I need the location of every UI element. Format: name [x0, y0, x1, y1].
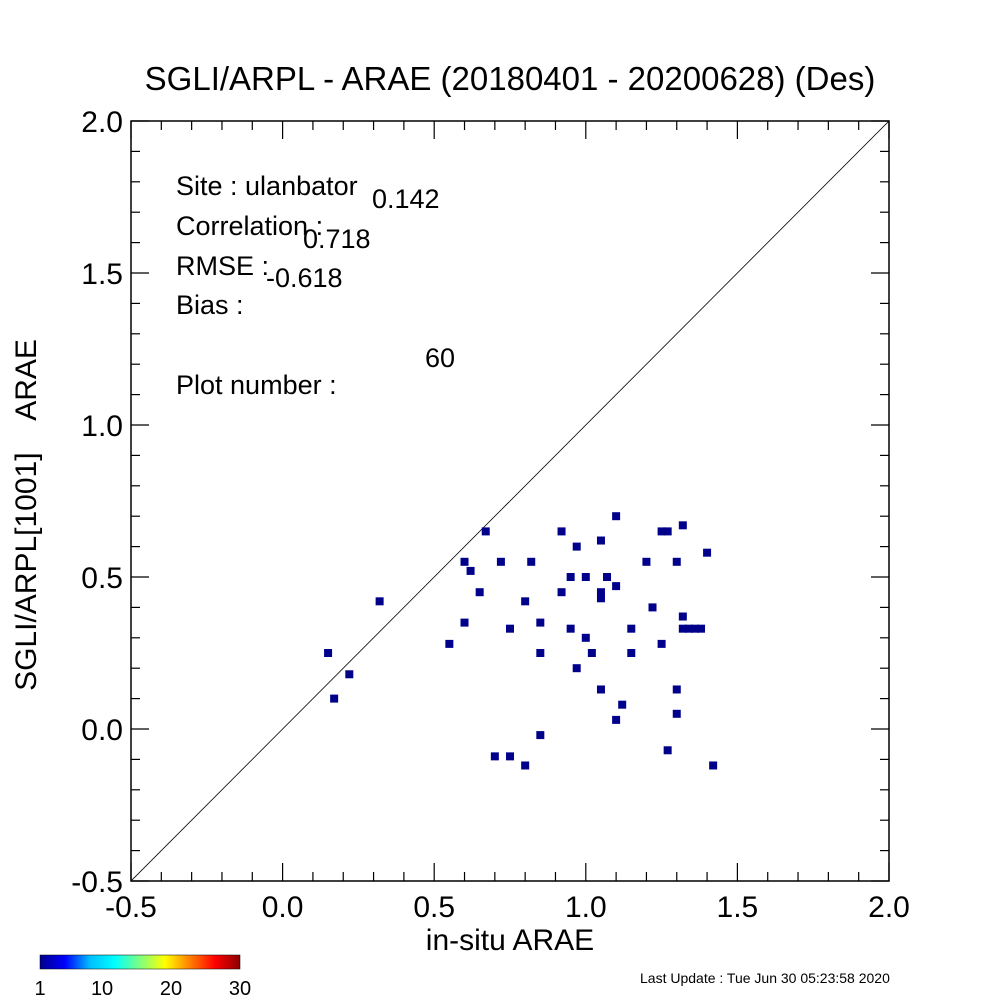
data-point [627, 649, 636, 657]
plot-frame [130, 120, 890, 882]
data-point [521, 761, 530, 770]
colorbar-tick-label: 20 [160, 978, 182, 1000]
data-point [678, 612, 687, 621]
bias-label: Bias : [176, 290, 244, 320]
data-point [466, 566, 475, 575]
colorbar-tick-labels: 1 10 20 30 [34, 978, 251, 1000]
data-point [627, 624, 636, 633]
data-point [703, 548, 712, 557]
one-to-one-line [131, 121, 889, 881]
data-point [642, 557, 651, 566]
data-point [612, 512, 621, 521]
data-points [324, 512, 718, 770]
y-axis-label: SGLI/ARPL[1001] ARAE [10, 339, 43, 691]
y-tick-label: 1.0 [81, 410, 123, 443]
colorbar [39, 954, 241, 970]
data-point [572, 542, 581, 551]
data-point [481, 527, 490, 536]
data-point [460, 557, 469, 566]
data-point [581, 573, 590, 581]
data-point [527, 557, 536, 566]
data-point [536, 618, 545, 627]
data-point [445, 639, 454, 648]
site-annotation: Site : ulanbator [161, 146, 358, 200]
rmse-annotation: RMSE : 0.718 [161, 226, 371, 307]
x-tick-label: 0.5 [413, 891, 455, 924]
x-tick-label: 1.5 [717, 891, 759, 924]
data-point [521, 597, 530, 606]
data-point [672, 557, 681, 566]
correlation-value: 0.142 [372, 184, 440, 214]
data-point [678, 521, 687, 530]
data-point [490, 752, 499, 761]
x-tick-label: 1.0 [565, 891, 607, 924]
colorbar-tick-label: 10 [91, 978, 113, 1000]
y-tick-label: -0.5 [71, 866, 123, 899]
correlation-label: Correlation : [176, 211, 324, 241]
data-point [587, 649, 596, 657]
plot-number-label: Plot number : [176, 370, 337, 400]
last-update-text: Last Update : Tue Jun 30 05:23:58 2020 [640, 970, 890, 986]
rmse-value: 0.718 [303, 224, 371, 254]
bias-annotation: Bias : -0.618 [161, 265, 343, 346]
data-point [663, 527, 672, 536]
data-point [663, 746, 672, 755]
data-point [657, 639, 666, 648]
data-point [596, 685, 605, 694]
data-point [678, 624, 687, 633]
data-point [557, 588, 566, 597]
site-label: Site : ulanbator [176, 171, 358, 201]
y-tick-label: 2.0 [81, 106, 123, 139]
data-point [566, 573, 575, 581]
bias-value: -0.618 [266, 263, 343, 293]
data-point [657, 527, 666, 536]
data-point [618, 700, 627, 709]
y-tick-label: 0.5 [81, 562, 123, 595]
data-point [672, 685, 681, 694]
rmse-label: RMSE : [176, 251, 270, 281]
x-tick-label: 0.0 [262, 891, 304, 924]
data-point [460, 618, 469, 627]
y-tick-label: 1.5 [81, 258, 123, 291]
axis-tick-labels: -0.5 0.0 0.5 1.0 1.5 2.0 -0.5 0.0 0.5 1.0 1.5 2.0 [71, 106, 910, 924]
data-point [496, 557, 505, 566]
colorbar-tick-label: 30 [229, 978, 251, 1000]
colorbar-tick-label: 1 [34, 978, 45, 1000]
x-tick-label: -0.5 [105, 891, 157, 924]
data-point [612, 715, 621, 724]
data-point [648, 603, 657, 612]
data-point [536, 649, 545, 657]
x-tick-label: 2.0 [868, 891, 910, 924]
chart-title: SGLI/ARPL - ARAE (20180401 - 20200628) (… [145, 60, 876, 97]
data-point [375, 597, 384, 606]
data-point [672, 709, 681, 718]
data-point [536, 731, 545, 740]
data-point [596, 594, 605, 603]
data-point [690, 624, 699, 633]
data-point [572, 664, 581, 673]
data-point [596, 588, 605, 597]
data-point [603, 573, 612, 581]
data-point [506, 624, 514, 633]
data-point [557, 527, 566, 536]
data-point [506, 752, 514, 761]
data-point [324, 649, 333, 657]
y-tick-label: 0.0 [81, 714, 123, 747]
data-point [684, 624, 693, 633]
plot-number-annotation: Plot number : 60 [161, 345, 455, 426]
data-point [475, 588, 484, 597]
data-point [697, 624, 706, 633]
plot-number-value: 60 [425, 343, 456, 373]
data-point [596, 536, 605, 545]
data-point [581, 633, 590, 642]
data-point [330, 694, 339, 703]
data-point [612, 582, 621, 591]
data-point [709, 761, 718, 770]
data-point [345, 670, 354, 679]
data-point [566, 624, 575, 633]
x-axis-label: in-situ ARAE [426, 924, 594, 957]
correlation-annotation: Correlation : 0.142 [161, 186, 440, 267]
